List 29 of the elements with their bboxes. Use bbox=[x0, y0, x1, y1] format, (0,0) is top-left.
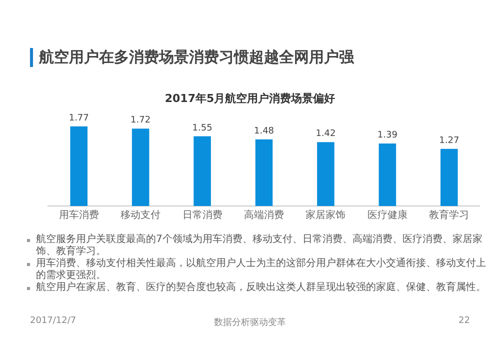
x-tick-label: 移动支付 bbox=[120, 208, 161, 221]
text: 航空用户在家居、教育、医疗的契合度也较高，反映出这类人群呈现出较强的家庭、保健、教育属性。 bbox=[35, 282, 487, 294]
x-tick-label: 教育学习 bbox=[429, 208, 470, 221]
data-label: 1.77 bbox=[68, 113, 89, 124]
data-label: 1.27 bbox=[439, 136, 460, 146]
bar bbox=[440, 148, 458, 206]
text: 22 bbox=[458, 316, 470, 326]
chart-subtitle: 2017年5月航空用户消费场景偏好 bbox=[164, 91, 336, 106]
bar bbox=[194, 136, 211, 206]
text: 航空服务用户关联度最高的7个领域为用车消费、移动支付、日常消费、高端消费、医疗消费、家居家饰、教育学习。 bbox=[35, 234, 484, 258]
text: 用车消费、移动支付相关性最高，以航空用户人士为主的这部分用户群体在大小交通衔接、移动支付上的需求更强烈。 bbox=[35, 258, 487, 282]
chart-title: 航空用户在多消费场景消费习惯超越全网用户强 bbox=[30, 48, 354, 67]
data-label: 1.48 bbox=[254, 126, 274, 136]
bar bbox=[70, 126, 88, 206]
x-tick-label: 家居家饰 bbox=[306, 208, 346, 221]
x-tick-label: 用车消费 bbox=[58, 208, 99, 221]
text: 数据分析驱动变革 bbox=[214, 318, 286, 328]
data-label: 1.39 bbox=[377, 130, 398, 140]
x-tick-label: 医疗健康 bbox=[367, 208, 408, 221]
bar bbox=[378, 143, 396, 206]
text: 2017/12/7 bbox=[30, 316, 76, 326]
x-tick-label: 高端消费 bbox=[244, 208, 284, 221]
x-tick-label: 日常消费 bbox=[182, 208, 222, 221]
data-label: 1.42 bbox=[316, 129, 336, 140]
bar bbox=[317, 142, 334, 206]
bar bbox=[132, 128, 150, 206]
bar bbox=[255, 139, 273, 206]
data-label: 1.55 bbox=[192, 123, 212, 134]
data-label: 1.72 bbox=[130, 116, 151, 126]
